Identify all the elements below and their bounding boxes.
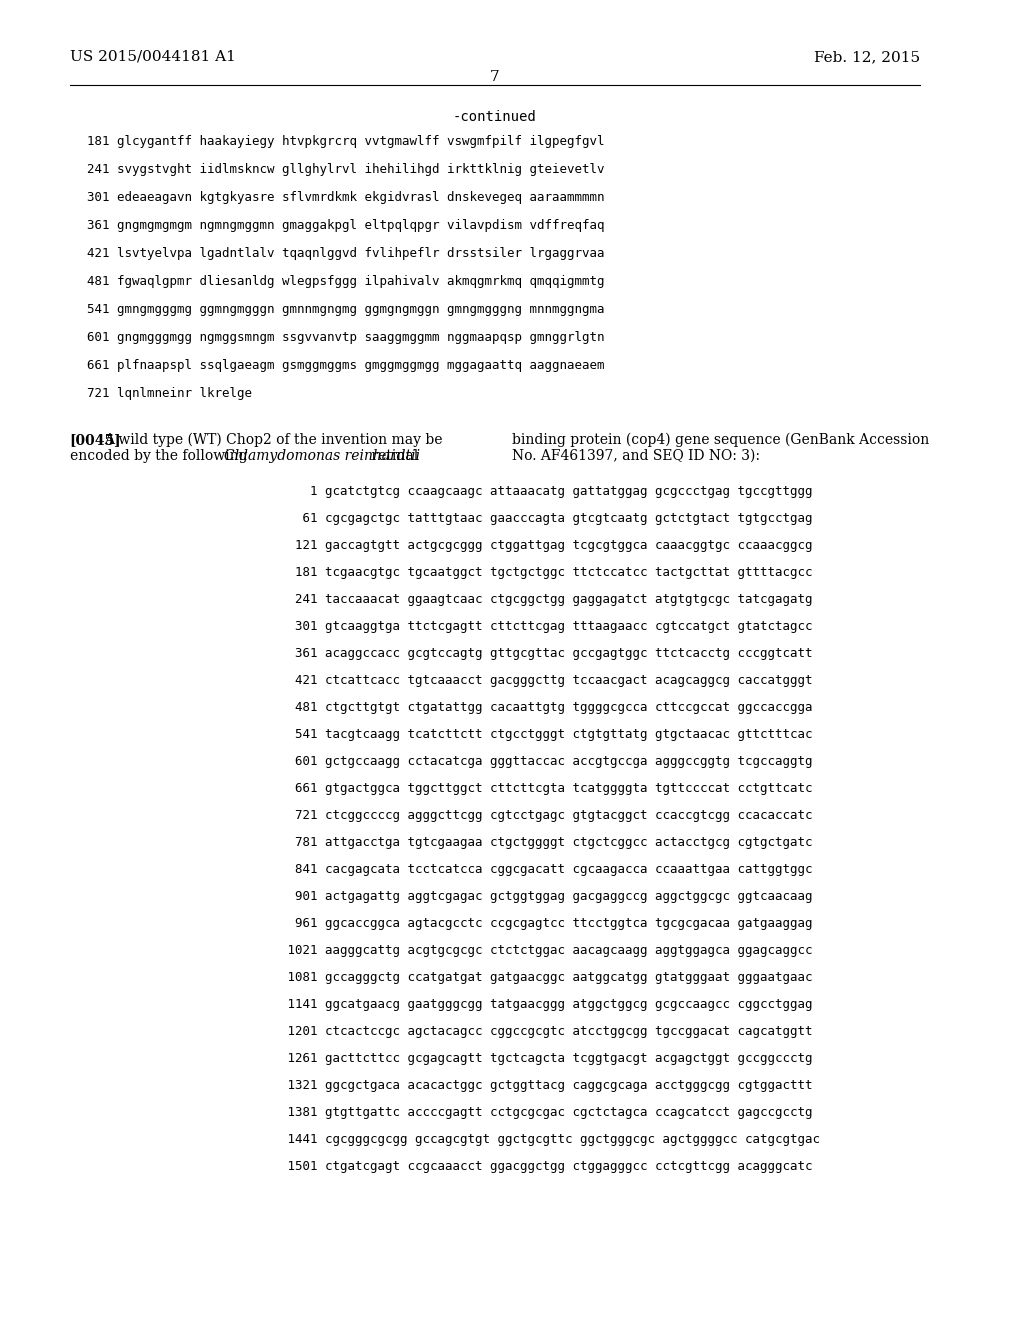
Text: 721 lqnlmneinr lkrelge: 721 lqnlmneinr lkrelge bbox=[87, 387, 252, 400]
Text: 61 cgcgagctgc tatttgtaac gaacccagta gtcgtcaatg gctctgtact tgtgcctgag: 61 cgcgagctgc tatttgtaac gaacccagta gtcg… bbox=[281, 512, 813, 525]
Text: 121 gaccagtgtt actgcgcggg ctggattgag tcgcgtggca caaacggtgc ccaaacggcg: 121 gaccagtgtt actgcgcggg ctggattgag tcg… bbox=[281, 539, 813, 552]
Text: 421 ctcattcacc tgtcaaacct gacgggcttg tccaacgact acagcaggcg caccatgggt: 421 ctcattcacc tgtcaaacct gacgggcttg tcc… bbox=[281, 675, 813, 686]
Text: 1201 ctcactccgc agctacagcc cggccgcgtc atcctggcgg tgccggacat cagcatggtt: 1201 ctcactccgc agctacagcc cggccgcgtc at… bbox=[281, 1026, 813, 1038]
Text: 241 taccaaacat ggaagtcaac ctgcggctgg gaggagatct atgtgtgcgc tatcgagatg: 241 taccaaacat ggaagtcaac ctgcggctgg gag… bbox=[281, 593, 813, 606]
Text: 1021 aagggcattg acgtgcgcgc ctctctggac aacagcaagg aggtggagca ggagcaggcc: 1021 aagggcattg acgtgcgcgc ctctctggac aa… bbox=[281, 944, 813, 957]
Text: 1261 gacttcttcc gcgagcagtt tgctcagcta tcggtgacgt acgagctggt gccggccctg: 1261 gacttcttcc gcgagcagtt tgctcagcta tc… bbox=[281, 1052, 813, 1065]
Text: US 2015/0044181 A1: US 2015/0044181 A1 bbox=[70, 50, 236, 63]
Text: 901 actgagattg aggtcgagac gctggtggag gacgaggccg aggctggcgc ggtcaacaag: 901 actgagattg aggtcgagac gctggtggag gac… bbox=[281, 890, 813, 903]
Text: encoded by the following: encoded by the following bbox=[70, 449, 252, 463]
Text: 601 gngmgggmgg ngmggsmngm ssgvvanvtp saaggmggmm nggmaapqsp gmnggrlgtn: 601 gngmgggmgg ngmggsmngm ssgvvanvtp saa… bbox=[87, 331, 604, 345]
Text: 1141 ggcatgaacg gaatgggcgg tatgaacggg atggctggcg gcgccaagcc cggcctggag: 1141 ggcatgaacg gaatgggcgg tatgaacggg at… bbox=[281, 998, 813, 1011]
Text: 721 ctcggccccg agggcttcgg cgtcctgagc gtgtacggct ccaccgtcgg ccacaccatc: 721 ctcggccccg agggcttcgg cgtcctgagc gtg… bbox=[281, 809, 813, 822]
Text: 481 ctgcttgtgt ctgatattgg cacaattgtg tggggcgcca cttccgccat ggccaccgga: 481 ctgcttgtgt ctgatattgg cacaattgtg tgg… bbox=[281, 701, 813, 714]
Text: 781 attgacctga tgtcgaagaa ctgctggggt ctgctcggcc actacctgcg cgtgctgatc: 781 attgacctga tgtcgaagaa ctgctggggt ctg… bbox=[281, 836, 813, 849]
Text: 181 tcgaacgtgc tgcaatggct tgctgctggc ttctccatcc tactgcttat gttttacgcc: 181 tcgaacgtgc tgcaatggct tgctgctggc ttc… bbox=[281, 566, 813, 579]
Text: No. AF461397, and SEQ ID NO: 3):: No. AF461397, and SEQ ID NO: 3): bbox=[512, 449, 760, 463]
Text: 421 lsvtyelvpa lgadntlalv tqaqnlggvd fvlihpeflr drsstsiler lrgaggrvaa: 421 lsvtyelvpa lgadntlalv tqaqnlggvd fvl… bbox=[87, 247, 604, 260]
Text: 1 gcatctgtcg ccaagcaagc attaaacatg gattatggag gcgccctgag tgccgttggg: 1 gcatctgtcg ccaagcaagc attaaacatg gatta… bbox=[281, 484, 813, 498]
Text: 361 gngmgmgmgm ngmngmggmn gmaggakpgl eltpqlqpgr vilavpdism vdffreqfaq: 361 gngmgmgmgm ngmngmggmn gmaggakpgl elt… bbox=[87, 219, 604, 232]
Text: 181 glcygantff haakayiegy htvpkgrcrq vvtgmawlff vswgmfpilf ilgpegfgvl: 181 glcygantff haakayiegy htvpkgrcrq vvt… bbox=[87, 135, 604, 148]
Text: 301 edeaeagavn kgtgkyasre sflvmrdkmk ekgidvrasl dnskevegeq aaraammmmn: 301 edeaeagavn kgtgkyasre sflvmrdkmk ekg… bbox=[87, 191, 604, 205]
Text: 1321 ggcgctgaca acacactggc gctggttacg caggcgcaga acctgggcgg cgtggacttt: 1321 ggcgctgaca acacactggc gctggttacg ca… bbox=[281, 1078, 813, 1092]
Text: 361 acaggccacc gcgtccagtg gttgcgttac gccgagtggc ttctcacctg cccggtcatt: 361 acaggccacc gcgtccagtg gttgcgttac gcc… bbox=[281, 647, 813, 660]
Text: 541 gmngmgggmg ggmngmgggn gmnnmgngmg ggmgngmggn gmngmgggng mnnmggngma: 541 gmngmgggmg ggmngmgggn gmnnmgngmg ggm… bbox=[87, 304, 604, 315]
Text: 1501 ctgatcgagt ccgcaaacct ggacggctgg ctggagggcc cctcgttcgg acagggcatc: 1501 ctgatcgagt ccgcaaacct ggacggctgg ct… bbox=[281, 1160, 813, 1173]
Text: 661 plfnaapspl ssqlgaeagm gsmggmggms gmggmggmgg mggagaattq aaggnaeaem: 661 plfnaapspl ssqlgaeagm gsmggmggms gmg… bbox=[87, 359, 604, 372]
Text: Chlamydomonas reinhardtii: Chlamydomonas reinhardtii bbox=[224, 449, 420, 463]
Text: A wild type (WT) Chop2 of the invention may be: A wild type (WT) Chop2 of the invention … bbox=[104, 433, 442, 447]
Text: -continued: -continued bbox=[453, 110, 537, 124]
Text: 241 svygstvght iidlmskncw gllghylrvl ihehilihgd irkttklnig gteievetlv: 241 svygstvght iidlmskncw gllghylrvl ihe… bbox=[87, 162, 604, 176]
Text: 1081 gccagggctg ccatgatgat gatgaacggc aatggcatgg gtatgggaat gggaatgaac: 1081 gccagggctg ccatgatgat gatgaacggc aa… bbox=[281, 972, 813, 983]
Text: 1441 cgcgggcgcgg gccagcgtgt ggctgcgttc ggctgggcgc agctggggcc catgcgtgac: 1441 cgcgggcgcgg gccagcgtgt ggctgcgttc g… bbox=[281, 1133, 820, 1146]
Text: binding protein (cop4) gene sequence (GenBank Accession: binding protein (cop4) gene sequence (Ge… bbox=[512, 433, 930, 447]
Text: 7: 7 bbox=[490, 70, 500, 84]
Text: 661 gtgactggca tggcttggct cttcttcgta tcatggggta tgttccccat cctgttcatc: 661 gtgactggca tggcttggct cttcttcgta tca… bbox=[281, 781, 813, 795]
Text: 961 ggcaccggca agtacgcctc ccgcgagtcc ttcctggtca tgcgcgacaa gatgaaggag: 961 ggcaccggca agtacgcctc ccgcgagtcc ttc… bbox=[281, 917, 813, 931]
Text: 1381 gtgttgattc accccgagtt cctgcgcgac cgctctagca ccagcatcct gagccgcctg: 1381 gtgttgattc accccgagtt cctgcgcgac cg… bbox=[281, 1106, 813, 1119]
Text: Feb. 12, 2015: Feb. 12, 2015 bbox=[814, 50, 920, 63]
Text: [0045]: [0045] bbox=[70, 433, 121, 447]
Text: 841 cacgagcata tcctcatcca cggcgacatt cgcaagacca ccaaattgaa cattggtggc: 841 cacgagcata tcctcatcca cggcgacatt cgc… bbox=[281, 863, 813, 876]
Text: 301 gtcaaggtga ttctcgagtt cttcttcgag tttaagaacc cgtccatgct gtatctagcc: 301 gtcaaggtga ttctcgagtt cttcttcgag ttt… bbox=[281, 620, 813, 634]
Text: 601 gctgccaagg cctacatcga gggttaccac accgtgccga agggccggtg tcgccaggtg: 601 gctgccaagg cctacatcga gggttaccac acc… bbox=[281, 755, 813, 768]
Text: retinal: retinal bbox=[368, 449, 419, 463]
Text: 481 fgwaqlgpmr dliesanldg wlegpsfggg ilpahivalv akmqgmrkmq qmqqigmmtg: 481 fgwaqlgpmr dliesanldg wlegpsfggg ilp… bbox=[87, 275, 604, 288]
Text: 541 tacgtcaagg tcatcttctt ctgcctgggt ctgtgttatg gtgctaacac gttctttcac: 541 tacgtcaagg tcatcttctt ctgcctgggt ctg… bbox=[281, 729, 813, 741]
